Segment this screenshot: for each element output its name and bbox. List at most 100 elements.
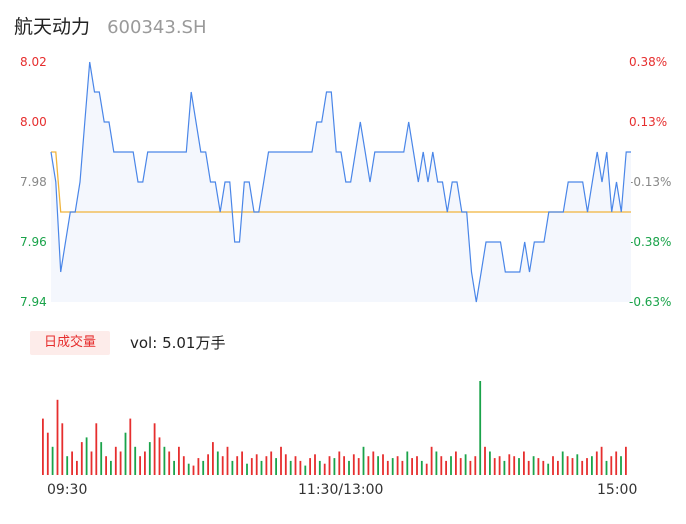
stock-name: 航天动力	[14, 16, 91, 38]
average-price-line	[51, 151, 631, 213]
volume-bar	[464, 454, 467, 475]
volume-bar	[532, 456, 535, 475]
volume-bar	[80, 442, 83, 475]
volume-bar	[236, 456, 239, 475]
volume-bar	[212, 442, 214, 475]
volume-bar	[216, 451, 219, 475]
volume-bar	[527, 460, 530, 475]
volume-bar	[576, 454, 579, 475]
volume-bar	[173, 460, 175, 475]
volume-bar	[255, 454, 258, 475]
volume-bar	[333, 458, 336, 475]
volume-bar	[357, 458, 360, 475]
volume-bar	[343, 456, 345, 475]
volume-bar	[182, 456, 185, 475]
y-tick-label: 7.96	[20, 235, 47, 249]
volume-value: 5.01万手	[162, 334, 226, 352]
volume-bar	[484, 446, 486, 475]
volume-bar	[425, 463, 428, 475]
volume-bar	[547, 463, 550, 475]
volume-bar	[328, 456, 331, 475]
pct-tick-label: 0.38%	[629, 55, 668, 69]
volume-bar	[440, 456, 443, 475]
volume-bar	[129, 418, 132, 475]
volume-bar	[620, 456, 622, 475]
volume-bar	[338, 451, 341, 475]
y-tick-label: 7.94	[20, 295, 47, 309]
volume-bar	[493, 458, 496, 475]
volume-bar	[168, 451, 171, 475]
volume-bar	[275, 458, 277, 475]
volume-bar	[265, 456, 268, 475]
volume-bar	[348, 460, 350, 475]
volume-bar	[362, 446, 365, 475]
y-tick-label: 7.98	[20, 175, 47, 189]
volume-bar	[85, 437, 88, 475]
volume-bar	[309, 458, 311, 475]
x-tick-label: 11:30/13:00	[298, 482, 384, 498]
volume-bar	[231, 460, 234, 475]
volume-bar	[566, 456, 569, 475]
volume-bar	[246, 463, 248, 475]
volume-bar	[144, 451, 146, 475]
volume-bar	[221, 456, 224, 475]
volume-bar	[250, 458, 253, 475]
volume-bar	[284, 454, 287, 475]
volume-bar	[367, 456, 370, 475]
volume-bar	[260, 460, 263, 475]
volume-bar	[66, 456, 69, 475]
volume-bar	[42, 418, 44, 475]
volume-bar	[197, 458, 200, 475]
volume-bar	[581, 460, 584, 475]
volume-bar	[280, 446, 282, 475]
stock-code: 600343.SH	[107, 17, 207, 38]
volume-bar	[518, 458, 520, 475]
volume-bar	[163, 446, 166, 475]
volume-bar	[557, 460, 559, 475]
daily-volume-tab[interactable]: 日成交量	[30, 331, 110, 355]
volume-bar	[148, 442, 151, 475]
volume-bar	[561, 451, 564, 475]
volume-bar	[571, 458, 574, 475]
pct-tick-label: 0.13%	[629, 115, 668, 129]
volume-bar	[51, 446, 54, 475]
volume-bar	[294, 456, 297, 475]
volume-readout: vol: 5.01万手	[130, 332, 225, 353]
volume-bar	[474, 456, 477, 475]
volume-bar	[202, 460, 205, 475]
volume-bar	[401, 460, 404, 475]
volume-bar	[508, 454, 511, 475]
price-chart	[50, 61, 631, 303]
volume-bar	[158, 437, 161, 475]
volume-bar	[469, 460, 472, 475]
volume-bar	[600, 446, 603, 475]
volume-bar	[591, 456, 593, 475]
volume-label: vol:	[130, 334, 158, 352]
volume-bar	[100, 442, 103, 475]
volume-bar	[241, 451, 243, 475]
volume-bar	[352, 454, 355, 475]
volume-bar	[445, 460, 447, 475]
volume-bar	[56, 399, 59, 475]
stock-header: 航天动力 600343.SH	[14, 12, 207, 40]
volume-bar	[46, 432, 49, 475]
volume-bar	[586, 458, 588, 475]
volume-bar	[615, 451, 618, 475]
volume-bar	[455, 451, 457, 475]
x-tick-label: 09:30	[47, 482, 88, 498]
volume-bar	[226, 446, 229, 475]
volume-bar	[489, 451, 491, 475]
volume-bar	[396, 456, 399, 475]
volume-bar	[625, 446, 627, 475]
volume-bar	[430, 446, 433, 475]
volume-bar	[610, 456, 613, 475]
volume-bar	[435, 451, 438, 475]
volume-bar	[391, 458, 394, 475]
volume-bar	[459, 458, 462, 475]
volume-bar	[377, 456, 379, 475]
volume-bar	[124, 432, 127, 475]
volume-bar	[513, 456, 516, 475]
volume-bar	[187, 463, 190, 475]
pct-tick-label: -0.38%	[629, 235, 672, 249]
